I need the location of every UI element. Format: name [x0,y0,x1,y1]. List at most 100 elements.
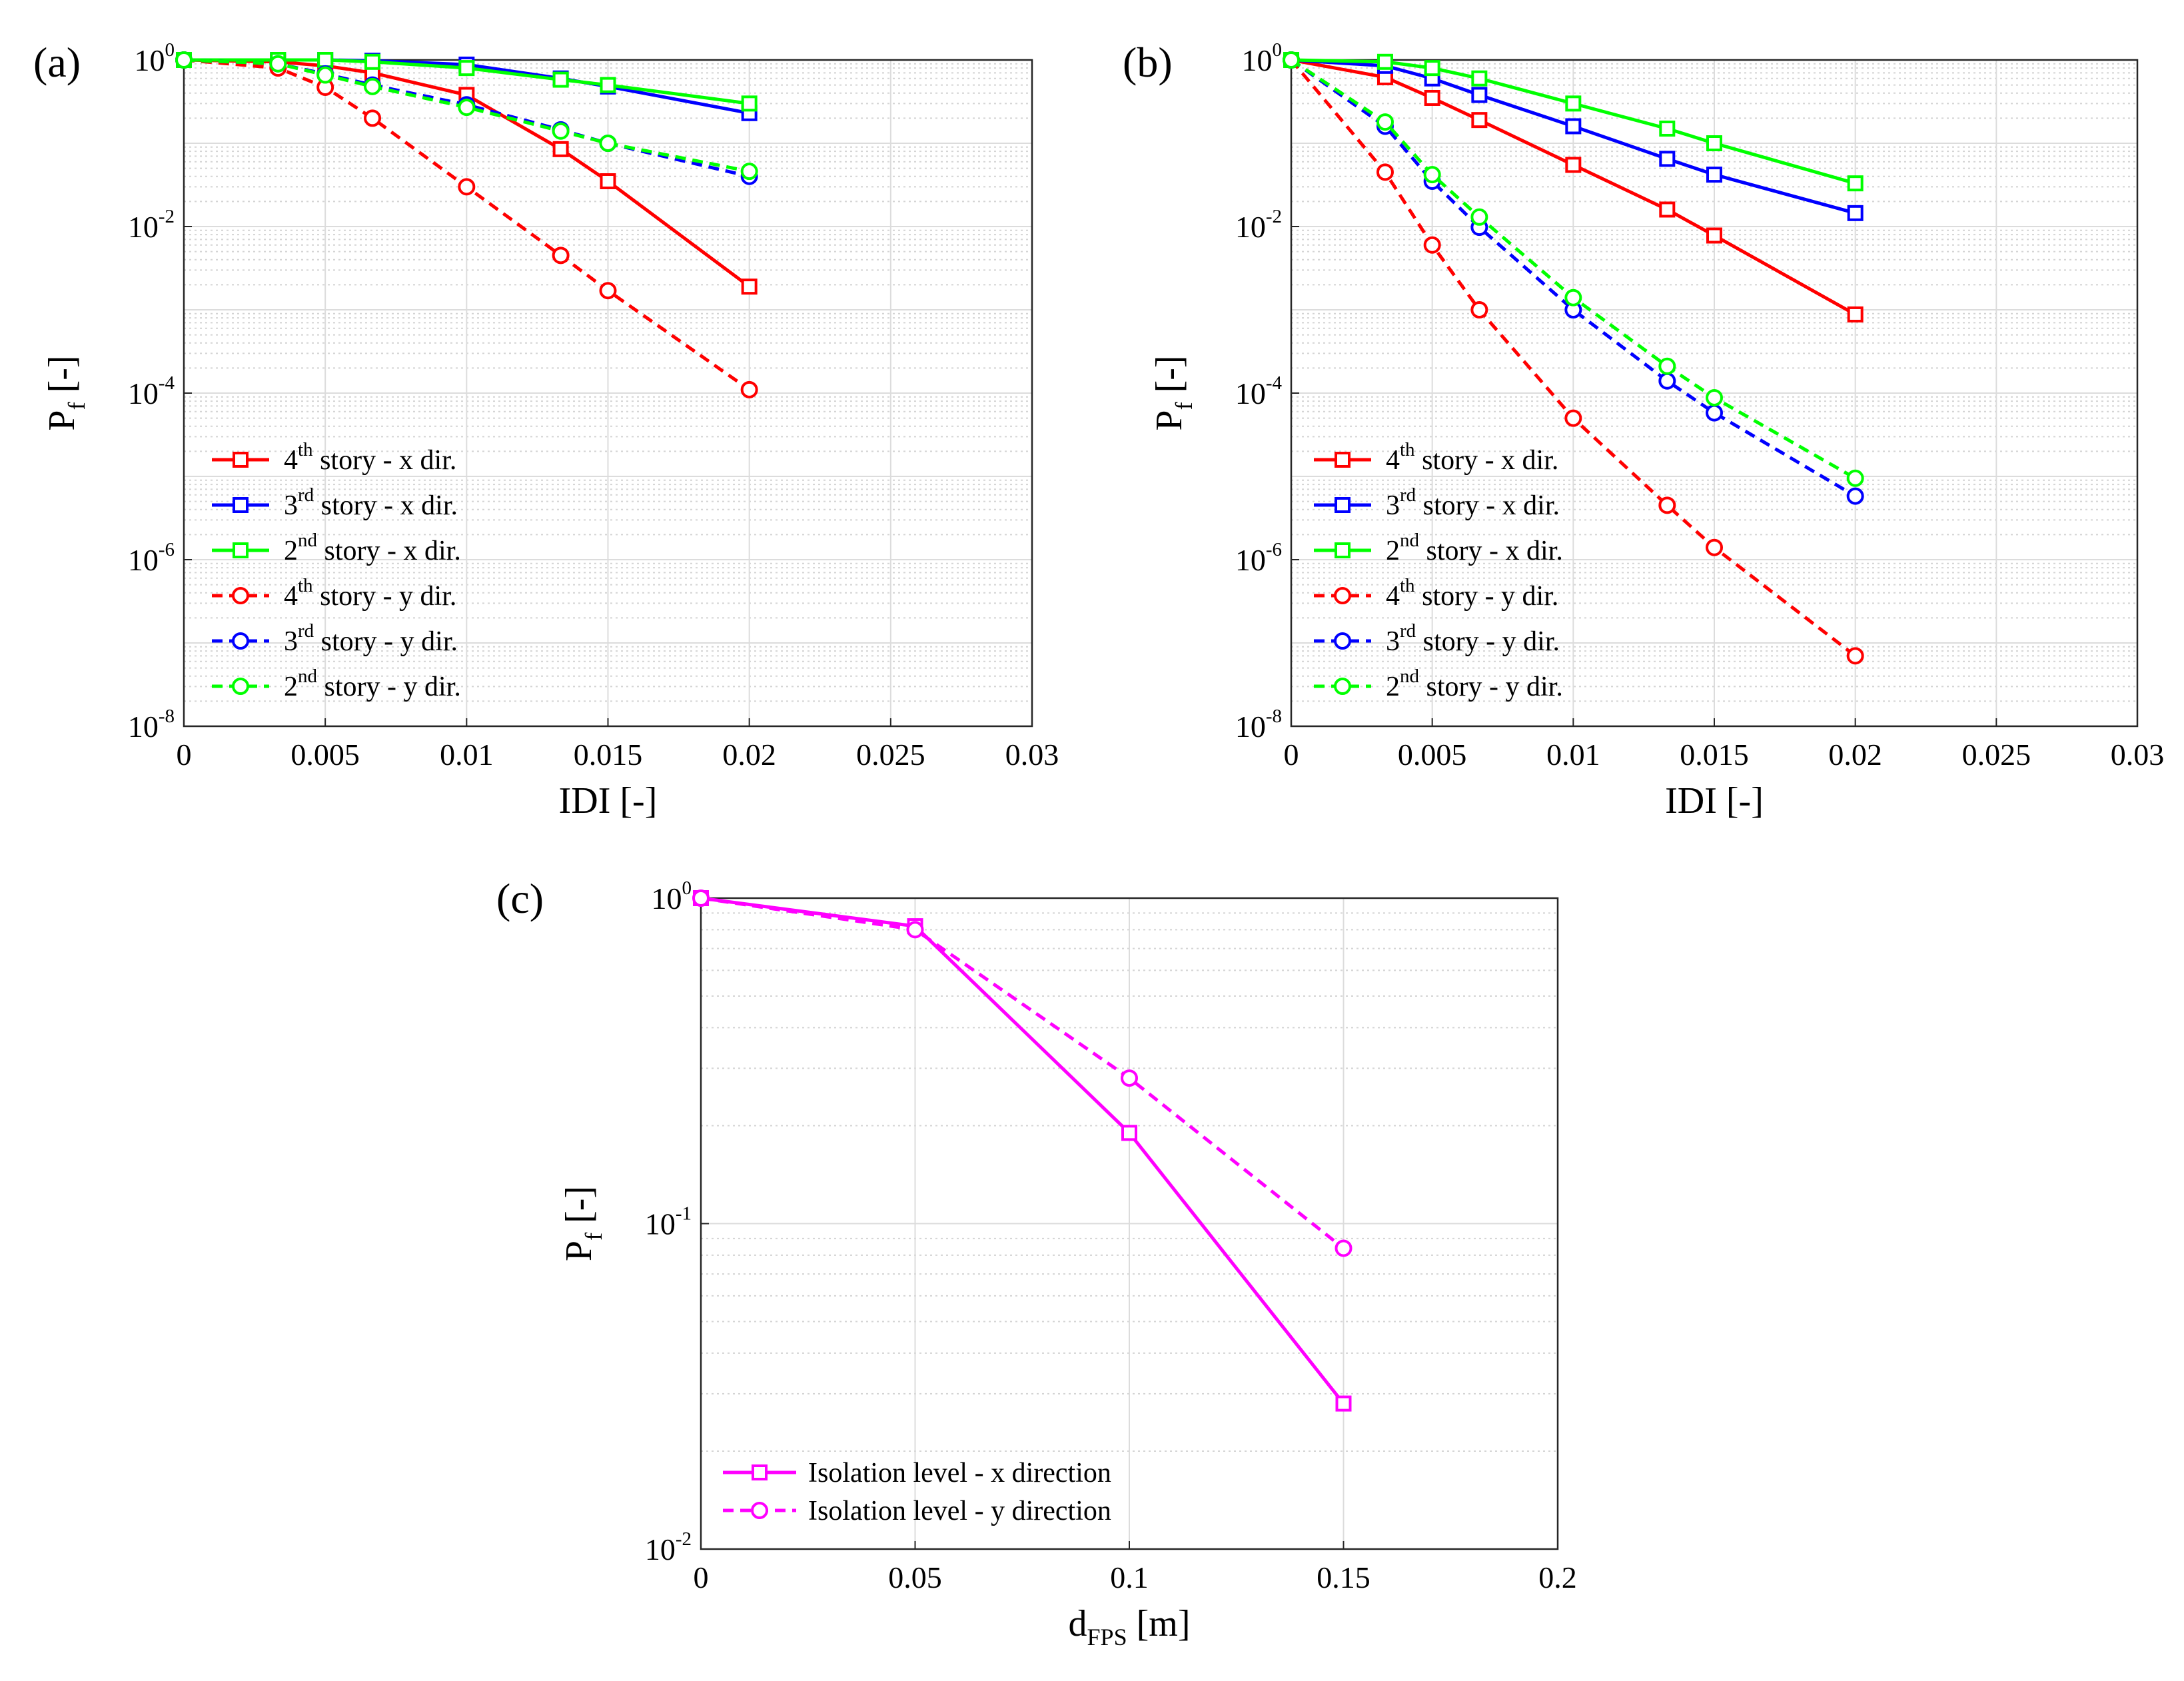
y-tick-exponent: 0 [1273,39,1283,61]
legend-text-superscript: nd [1400,530,1420,551]
series-line [700,896,1345,1250]
y-tick-exponent: 0 [682,877,692,899]
y-axis-label-main: P [558,1241,600,1261]
data-point-circle [692,889,710,907]
series-line [1290,58,1856,498]
data-point-square [1471,112,1488,129]
y-tick-label: 10-6 [1235,539,1282,577]
y-tick-base: 10 [128,543,159,577]
legend: 4th story - x dir.3rd story - x dir.2nd … [1314,439,1563,702]
legend-text-rest: story - x dir. [1415,445,1559,476]
y-tick-base: 10 [645,1532,676,1566]
data-point-square [1706,135,1722,151]
y-tick-exponent: -2 [1266,206,1282,227]
x-tick-label: 0.15 [1317,1560,1370,1594]
y-tick-exponent: -4 [1266,372,1283,394]
x-tick-label: 0.02 [1828,738,1882,772]
data-point-circle [740,380,758,398]
data-point-square [1659,201,1676,218]
legend-text-superscript: rd [1400,620,1416,642]
x-tick-label: 0.2 [1538,1560,1577,1594]
y-axis-label: Pf [-] [1149,355,1197,430]
data-point-circle [1658,496,1676,514]
legend-text-main: 4 [1386,445,1400,476]
x-tick-label: 0.025 [1962,738,2031,772]
series-line [1290,59,1857,658]
data-point-circle [740,163,758,181]
legend-entry: 3rd story - y dir. [1386,620,1560,657]
y-tick-exponent: -8 [1266,706,1282,727]
x-tick-label: 0.03 [1005,738,1059,772]
legend-entry: 4th story - y dir. [1386,575,1558,612]
x-tick-label: 0 [694,1560,709,1594]
y-tick-label: 10-2 [1235,206,1282,244]
data-point-circle [599,135,617,152]
y-tick-exponent: -6 [159,539,175,560]
legend-entry: 4th story - x dir. [284,439,456,476]
x-tick-label: 0.015 [1680,738,1749,772]
data-point-square [552,71,569,88]
data-point-square [1659,120,1676,137]
panel-b: 0 0.005 0.01 0.015 0.02 0.025 0.0310010-210-41… [1123,39,2164,822]
x-tick-label: 0.015 [574,738,643,772]
y-tick-exponent: -2 [676,1528,692,1550]
data-point-square [1376,53,1393,70]
data-point-circle [1706,538,1723,556]
x-tick-label: 0.005 [290,738,360,772]
legend-text-superscript: th [298,439,313,460]
x-tick-label: 0.01 [440,738,494,772]
data-point-circle [364,109,382,127]
data-point-circle [1376,113,1394,131]
x-axis-label-unit: [m] [1127,1603,1191,1644]
data-point-square [1847,306,1864,322]
data-point-circle [1335,1239,1353,1257]
data-point-circle [458,99,476,117]
legend-marker-square [233,452,249,468]
data-point-circle [1846,469,1864,487]
series-line [1290,58,1856,480]
legend-marker-circle [232,678,249,695]
data-point-circle [1121,1069,1138,1087]
series-line [183,58,751,391]
data-point-circle [599,282,617,300]
legend-text-rest: story - y dir. [1419,672,1563,702]
legend-text-superscript: nd [1400,666,1420,687]
data-point-circle [1376,163,1394,181]
legend-marker-circle [232,587,249,604]
y-tick-exponent: -1 [676,1203,692,1225]
y-tick-label: 100 [652,877,692,915]
legend-text-superscript: rd [298,484,314,506]
legend-text-main: 2 [1386,536,1400,566]
data-point-circle [1564,409,1582,427]
legend-text-main: 3 [284,490,298,521]
data-point-square [1706,227,1722,244]
y-tick-exponent: -6 [1266,539,1282,560]
y-tick-exponent: -2 [159,206,175,227]
data-point-circle [1283,51,1300,69]
series-2 [1283,52,1864,192]
data-point-circle [316,66,334,84]
legend-text-rest: story - y dir. [314,626,458,657]
legend-text-rest: story - x dir. [1416,490,1560,521]
data-point-square [600,77,616,93]
x-axis-label: IDI [-] [1665,780,1764,822]
data-point-square [1659,151,1676,167]
data-point-square [1471,87,1488,103]
data-point-circle [1706,404,1723,422]
data-point-square [1424,89,1440,106]
y-axis-label-main: P [41,410,83,430]
data-point-square [552,141,569,157]
data-point-circle [552,122,570,140]
legend-text-rest: story - x dir. [313,445,457,476]
y-tick-label: 10-8 [128,706,175,744]
legend-marker-circle [232,632,249,650]
y-tick-base: 10 [128,376,159,410]
data-point-circle [1470,208,1488,226]
data-point-circle [458,178,476,196]
y-tick-base: 10 [1242,43,1273,77]
legend-text-rest: story - x dir. [1419,536,1563,566]
data-point-square [364,53,381,70]
y-tick-exponent: -4 [159,372,175,394]
